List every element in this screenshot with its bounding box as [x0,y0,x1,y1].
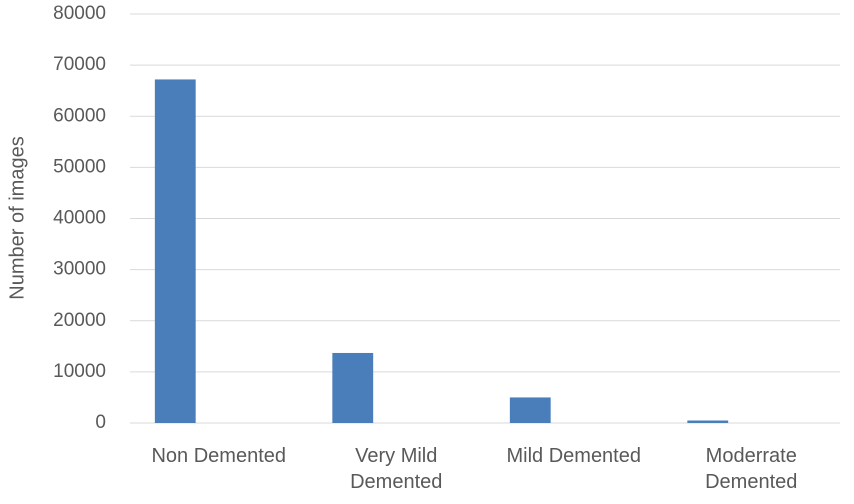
y-tick-label: 20000 [53,310,106,331]
x-tick-label: Mild Demented [506,445,641,467]
y-tick-label: 70000 [53,54,106,75]
bar [687,420,729,423]
y-tick-label: 80000 [53,3,106,24]
y-tick-label: 60000 [53,105,106,126]
x-tick-label: Non Demented [151,445,287,467]
bar [509,397,551,423]
bar [154,79,196,423]
y-axis-label: Number of images [6,136,28,299]
y-tick-label: 40000 [53,208,106,229]
y-tick-label: 0 [95,412,106,433]
y-tick-label: 30000 [53,259,106,280]
bar [332,352,374,423]
y-tick-label: 50000 [53,156,106,177]
x-tick-label: Moderrate Demented [705,445,798,493]
x-tick-label: Very Mild Demented [350,445,443,493]
y-tick-label: 10000 [53,361,106,382]
